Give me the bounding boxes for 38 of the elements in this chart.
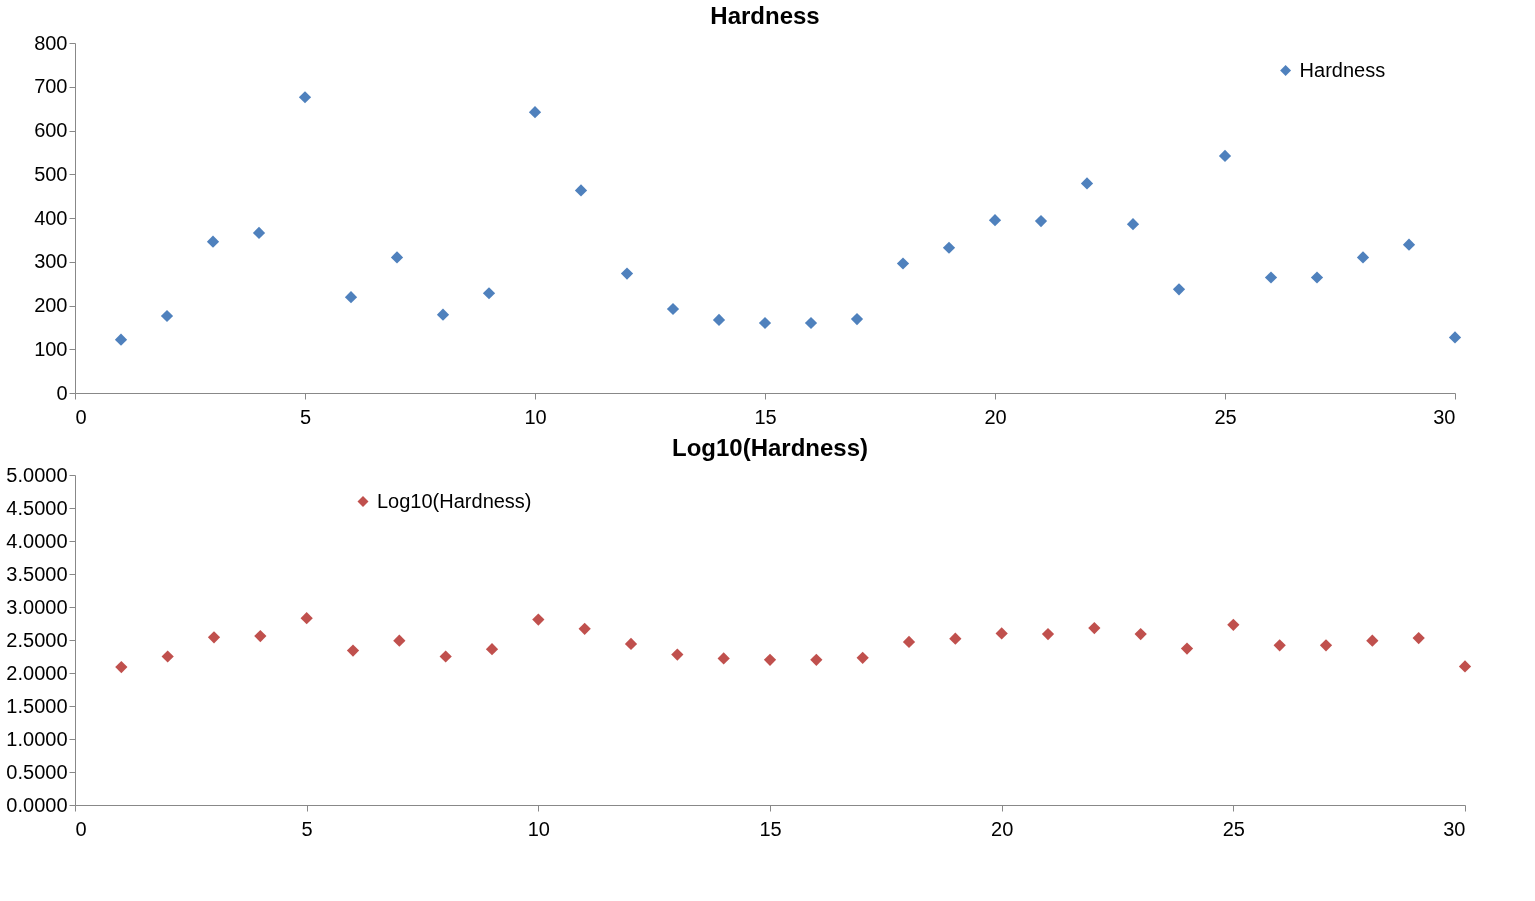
y-tick-label: 400 <box>34 206 68 229</box>
y-tick-label: 3.0000 <box>6 595 68 618</box>
x-tick-label: 0 <box>75 817 87 840</box>
chart-title: Log10(Hardness) <box>671 434 869 461</box>
x-tick-label: 20 <box>984 405 1007 428</box>
y-tick-label: 700 <box>34 75 68 98</box>
x-tick-label: 25 <box>1214 405 1237 428</box>
x-tick-label: 0 <box>75 405 87 428</box>
y-tick-label: 4.5000 <box>6 496 68 519</box>
legend-label: Log10(Hardness) <box>377 489 532 512</box>
y-tick-label: 600 <box>34 119 68 141</box>
y-tick-label: 2.0000 <box>6 661 68 684</box>
x-tick-label: 30 <box>1433 405 1456 428</box>
x-tick-label: 20 <box>991 817 1014 840</box>
y-tick-label: 4.0000 <box>6 529 68 552</box>
y-tick-label: 1.5000 <box>6 694 68 717</box>
chart-title: Hardness <box>710 2 820 29</box>
y-tick-label: 5.0000 <box>6 463 68 486</box>
x-tick-label: 30 <box>1443 817 1466 840</box>
x-tick-label: 15 <box>754 405 777 428</box>
y-tick-label: 300 <box>34 250 68 273</box>
y-tick-label: 3.5000 <box>6 562 68 585</box>
x-tick-label: 10 <box>527 817 550 840</box>
y-tick-label: 2.5000 <box>6 628 68 651</box>
y-tick-label: 0.5000 <box>6 760 68 783</box>
x-tick-label: 25 <box>1222 817 1245 840</box>
x-tick-label: 10 <box>524 405 547 428</box>
y-tick-label: 800 <box>34 31 68 54</box>
y-tick-label: 200 <box>34 294 68 316</box>
x-tick-label: 5 <box>301 817 313 840</box>
legend-label: Hardness <box>1299 58 1386 81</box>
y-tick-label: 0.0000 <box>6 793 68 816</box>
y-tick-label: 500 <box>34 162 68 185</box>
x-tick-label: 5 <box>299 405 312 428</box>
y-tick-label: 100 <box>34 337 68 360</box>
y-tick-label: 0 <box>56 381 68 404</box>
y-tick-label: 1.0000 <box>6 727 68 750</box>
x-tick-label: 15 <box>759 817 782 840</box>
